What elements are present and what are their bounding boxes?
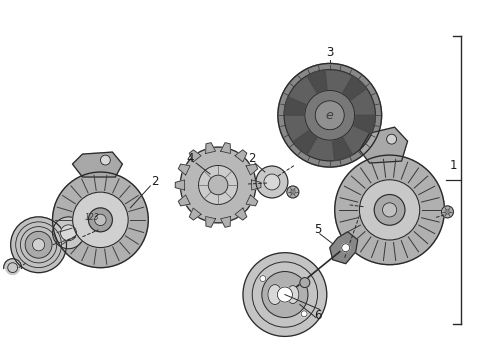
- Circle shape: [262, 271, 308, 318]
- Polygon shape: [330, 76, 367, 115]
- Circle shape: [61, 225, 76, 241]
- Circle shape: [387, 134, 396, 144]
- Polygon shape: [251, 180, 261, 190]
- Circle shape: [301, 311, 307, 317]
- Circle shape: [243, 253, 327, 336]
- Polygon shape: [235, 208, 247, 220]
- Polygon shape: [360, 127, 408, 163]
- Circle shape: [11, 217, 67, 273]
- Circle shape: [291, 189, 295, 194]
- Text: 3: 3: [326, 46, 334, 59]
- Text: e: e: [326, 109, 334, 122]
- Circle shape: [256, 166, 288, 198]
- Text: 6: 6: [314, 309, 321, 322]
- Circle shape: [198, 166, 238, 204]
- Circle shape: [374, 194, 405, 225]
- Circle shape: [4, 259, 22, 276]
- Polygon shape: [330, 115, 353, 161]
- Circle shape: [100, 155, 110, 165]
- Text: 123: 123: [85, 213, 100, 222]
- Circle shape: [180, 147, 256, 223]
- Polygon shape: [189, 208, 201, 220]
- Circle shape: [278, 63, 382, 167]
- Circle shape: [284, 70, 375, 161]
- Circle shape: [52, 172, 148, 268]
- Circle shape: [73, 192, 128, 248]
- Polygon shape: [178, 164, 190, 175]
- Text: 2: 2: [248, 152, 256, 165]
- Polygon shape: [206, 143, 216, 153]
- Polygon shape: [330, 232, 358, 264]
- Polygon shape: [284, 97, 330, 115]
- Circle shape: [315, 101, 344, 130]
- Text: 5: 5: [314, 223, 321, 236]
- Polygon shape: [293, 115, 330, 155]
- Circle shape: [383, 203, 397, 217]
- Circle shape: [305, 90, 355, 140]
- Ellipse shape: [268, 285, 282, 305]
- Circle shape: [264, 174, 280, 190]
- Polygon shape: [175, 180, 185, 190]
- Circle shape: [360, 180, 420, 240]
- Circle shape: [260, 276, 266, 282]
- Polygon shape: [189, 150, 201, 162]
- Ellipse shape: [287, 285, 299, 303]
- Polygon shape: [73, 152, 122, 177]
- Circle shape: [52, 217, 84, 249]
- Polygon shape: [330, 115, 375, 134]
- Polygon shape: [246, 164, 258, 175]
- Text: 2: 2: [151, 175, 159, 189]
- Polygon shape: [206, 216, 216, 227]
- Circle shape: [300, 278, 310, 288]
- Polygon shape: [178, 195, 190, 206]
- Circle shape: [445, 210, 450, 214]
- Polygon shape: [220, 216, 230, 227]
- Circle shape: [32, 239, 45, 251]
- Polygon shape: [246, 195, 258, 206]
- Circle shape: [95, 214, 106, 226]
- Text: 4: 4: [186, 152, 194, 165]
- Circle shape: [342, 244, 350, 252]
- Circle shape: [89, 208, 112, 232]
- Circle shape: [335, 155, 444, 265]
- Circle shape: [208, 175, 228, 195]
- Circle shape: [277, 287, 293, 302]
- Polygon shape: [220, 143, 230, 153]
- Polygon shape: [307, 70, 330, 115]
- Text: 1: 1: [450, 158, 457, 172]
- Polygon shape: [235, 150, 247, 162]
- Circle shape: [287, 186, 299, 198]
- Circle shape: [25, 231, 52, 258]
- Circle shape: [441, 206, 453, 218]
